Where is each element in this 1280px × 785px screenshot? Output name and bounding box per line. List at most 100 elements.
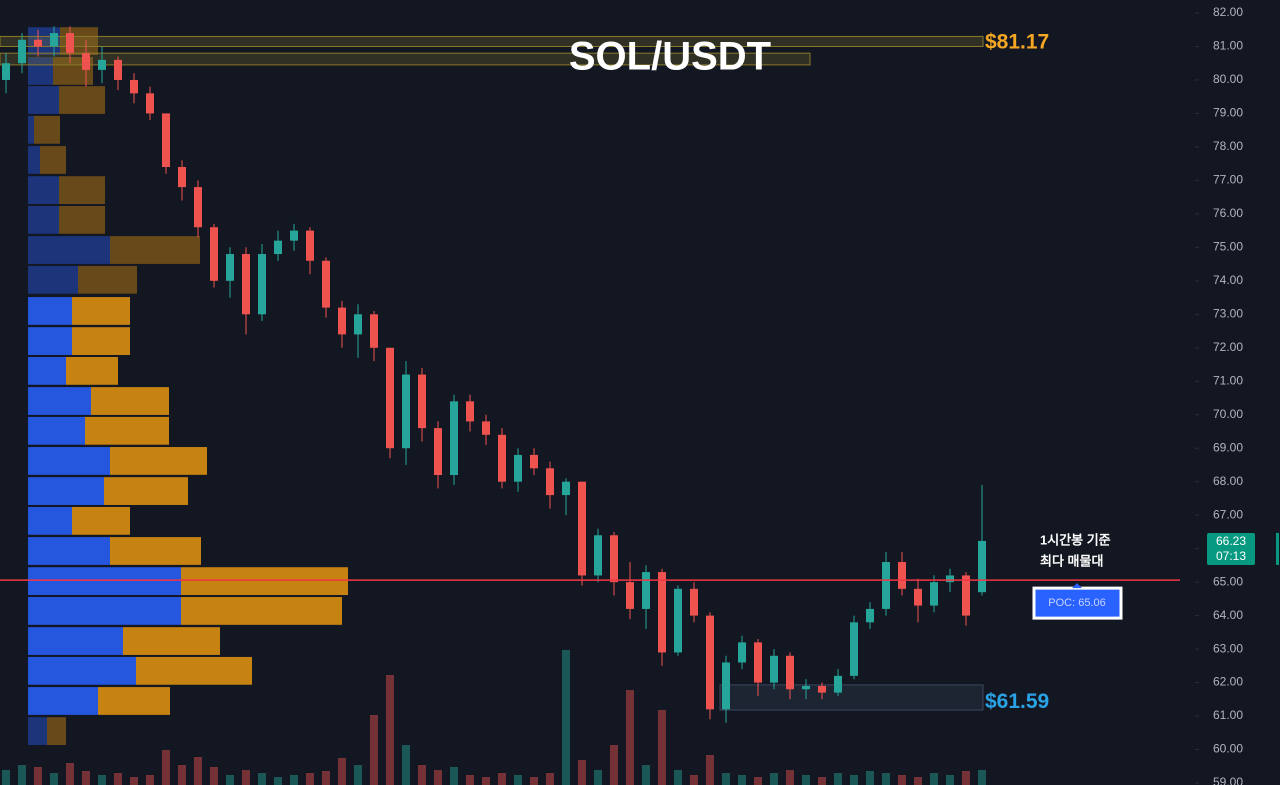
profile-sell-bar [72, 506, 130, 535]
candle-body [2, 63, 10, 80]
profile-buy-bar [28, 356, 66, 385]
volume-bar [226, 775, 234, 785]
volume-bar [642, 765, 650, 785]
volume-bar [866, 771, 874, 785]
zone-box [0, 52, 811, 66]
profile-buy-bar [28, 447, 110, 475]
candle-body [226, 254, 234, 281]
candle-body [194, 187, 202, 228]
volume-bar [194, 757, 202, 785]
volume-bar [466, 775, 474, 785]
y-tick-label: 59.00 [1213, 775, 1243, 785]
y-tick-label: 72.00 [1213, 340, 1243, 354]
note-text: 최다 매물대 [1040, 553, 1103, 568]
volume-bar [162, 750, 170, 785]
profile-buy-bar [28, 567, 181, 596]
volume-bar [770, 773, 778, 785]
profile-sell-bar [78, 265, 137, 294]
volume-bar [338, 758, 346, 785]
candle-body [290, 230, 298, 241]
candle-body [322, 260, 330, 308]
volume-bar [242, 770, 250, 785]
volume-bar [562, 650, 570, 785]
zone-box [719, 684, 984, 711]
volume-bar [402, 745, 410, 785]
candle-layer [2, 26, 986, 723]
last-price-edge [1276, 532, 1279, 565]
candle-body [466, 401, 474, 422]
volume-bar [98, 775, 106, 785]
y-tick-label: 67.00 [1213, 507, 1243, 521]
profile-buy-bar [28, 205, 59, 234]
volume-bar [274, 777, 282, 785]
y-tick-label: 75.00 [1213, 240, 1243, 254]
candle-body [610, 535, 618, 583]
volume-bar [898, 775, 906, 785]
candle-body [162, 113, 170, 167]
candle-body [674, 588, 682, 653]
volume-bar [514, 775, 522, 785]
y-tick-label: 70.00 [1213, 407, 1243, 421]
candle-body [642, 572, 650, 609]
candle-body [626, 582, 634, 609]
profile-sell-bar [85, 416, 169, 445]
volume-bar [114, 773, 122, 785]
volume-bar [546, 773, 554, 785]
volume-bar [290, 775, 298, 785]
candle-body [850, 622, 858, 676]
poc-pointer [1072, 583, 1082, 589]
volume-bar [962, 771, 970, 785]
volume-bar [498, 773, 506, 785]
profile-sell-bar [91, 387, 169, 415]
profile-buy-bar [28, 717, 47, 746]
y-tick-label: 63.00 [1213, 641, 1243, 655]
candle-body [738, 642, 746, 663]
profile-buy-bar [28, 656, 136, 685]
volume-bar [34, 767, 42, 785]
profile-buy-bar [28, 57, 53, 85]
candle-body [130, 79, 138, 94]
volume-bar [354, 765, 362, 785]
y-tick-label: 65.00 [1213, 574, 1243, 588]
candle-body [450, 401, 458, 475]
candle-body [530, 454, 538, 469]
candle-body [210, 227, 218, 281]
candle-body [338, 307, 346, 335]
candle-body [258, 254, 266, 315]
profile-buy-bar [28, 506, 72, 535]
volume-bar [722, 773, 730, 785]
volume-bar [434, 770, 442, 785]
volume-bar [386, 675, 394, 785]
candle-body [834, 675, 842, 693]
volume-bar [306, 773, 314, 785]
profile-buy-bar [28, 627, 123, 655]
profile-buy-bar [28, 537, 110, 565]
poc-label: POC: 65.06 [1048, 597, 1105, 609]
profile-sell-bar [47, 717, 66, 746]
profile-sell-bar [59, 86, 105, 114]
profile-sell-bar [59, 176, 105, 204]
candle-body [930, 582, 938, 606]
volume-bar [50, 773, 58, 785]
volume-bar [18, 765, 26, 785]
volume-layer [2, 650, 986, 785]
profile-sell-bar [98, 687, 170, 715]
candle-body [370, 314, 378, 348]
volume-bar [322, 771, 330, 785]
candle-body [914, 588, 922, 606]
candle-body [802, 685, 810, 690]
countdown-label: 07:13 [1216, 549, 1246, 563]
y-tick-label: 68.00 [1213, 474, 1243, 488]
volume-bar [818, 777, 826, 785]
volume-bar [258, 773, 266, 785]
profile-buy-bar [28, 597, 181, 625]
candle-body [962, 575, 970, 616]
profile-sell-bar [110, 537, 201, 565]
volume-bar [130, 777, 138, 785]
profile-buy-bar [28, 477, 104, 505]
volume-profile-layer [28, 27, 348, 746]
candle-body [34, 39, 42, 47]
last-price-label: 66.23 [1216, 534, 1246, 548]
profile-sell-bar [104, 477, 188, 505]
candle-body [866, 608, 874, 623]
